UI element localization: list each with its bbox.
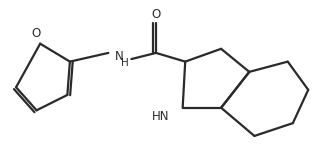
Text: HN: HN [152,110,170,123]
Text: O: O [151,8,161,21]
Text: O: O [32,27,41,40]
Text: H: H [121,58,128,68]
Text: N: N [115,50,123,63]
